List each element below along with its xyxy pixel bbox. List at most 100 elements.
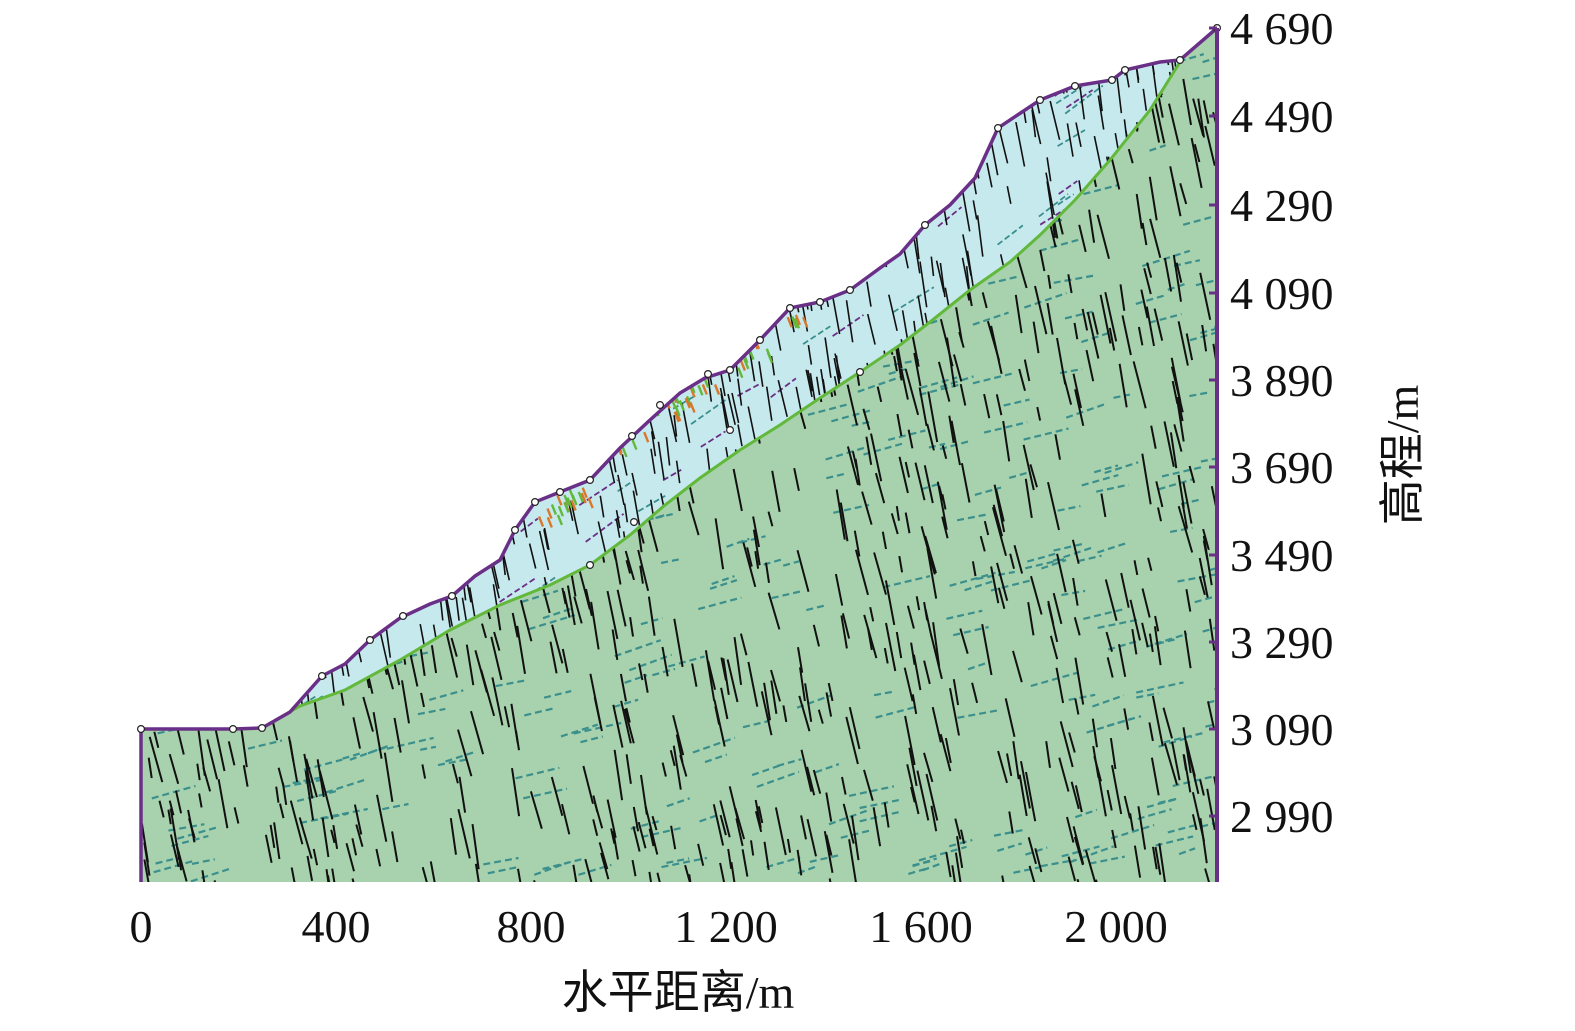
zone-fracture-line [829,246,835,268]
bedding-joint [494,188,540,206]
fracture-line [432,486,439,502]
zone-fracture-line [675,460,681,484]
fracture-line [343,174,353,202]
bedding-joint [990,579,1031,592]
fracture-line [148,736,164,783]
zone-fracture-line [369,278,375,306]
bedding-joint [702,204,735,213]
fracture-line [1108,327,1116,351]
fracture-line [530,247,538,270]
fracture-line [234,220,245,259]
bedding-joint [496,415,524,424]
fracture-line [885,82,894,114]
zone-fracture-line [548,137,556,175]
zone-fracture-line [650,230,654,249]
bedding-joint [533,390,582,404]
bedding-joint [1061,845,1100,858]
fracture-line [219,298,227,334]
zone-fracture-line [463,388,470,410]
zone-joint [299,571,338,601]
zone-fracture-line [859,92,865,118]
bedding-joint [489,351,512,362]
fracture-line [611,342,618,359]
bedding-joint [1149,144,1167,152]
fracture-line [1179,183,1188,205]
fracture-line [160,121,168,138]
bedding-joint [1216,779,1217,792]
fracture-line [1081,308,1089,331]
zone-fracture-line [623,203,630,231]
fracture-line [843,110,852,147]
fracture-line [173,297,182,322]
fracture-line [1135,193,1143,229]
fracture-line [399,89,406,109]
fracture-line [1121,315,1132,356]
zone-fracture-line [275,409,285,442]
zone-joint [520,517,539,533]
bedding-joint [1158,478,1194,491]
zone-joint [470,335,491,349]
fracture-line [845,716,859,765]
fracture-line [313,89,318,104]
zone-fracture-line [425,403,435,447]
zone-fracture-line [371,516,379,549]
zone-fracture-line [459,324,467,347]
bedding-joint [807,273,827,282]
zone-fracture-line [1042,33,1051,65]
bedding-joint [153,503,198,515]
bedding-joint [296,789,339,803]
bedding-joint [699,814,717,823]
zone-fracture-line [395,188,402,214]
fracture-line [666,62,672,89]
fracture-line [1199,779,1205,796]
zone-fracture-line [404,126,412,158]
zone-fracture-line [637,35,644,63]
bedding-joint [1039,238,1079,252]
zone-fracture-line [711,273,717,302]
bedding-joint [831,408,874,423]
zone-fracture-line [681,296,689,343]
fracture-line [960,463,971,503]
zone-fracture-line [631,112,638,144]
fracture-line [215,414,220,431]
fracture-line [197,694,206,720]
bedding-joint [653,214,687,229]
bedding-joint [642,336,663,346]
zone-fracture-line [289,453,296,470]
fracture-line [1141,453,1152,505]
fracture-line [141,823,149,863]
bedding-joint [166,191,198,203]
bedding-joint [714,163,733,170]
fracture-line [273,822,281,860]
zone-fracture-line [332,423,337,443]
zone-fracture-line [494,306,501,342]
bedding-joint [153,860,193,874]
zone-fracture-line [368,80,374,110]
fracture-line [992,504,1004,537]
vertex-marker [855,368,864,377]
fracture-line [143,859,155,882]
fracture-line [227,687,235,707]
fracture-line [466,250,475,277]
zone-fracture-line [1047,42,1055,76]
zone-fracture-line [343,549,350,583]
fracture-line [382,477,392,517]
fracture-line [1158,843,1167,882]
fracture-line [519,600,533,642]
fracture-line [1206,788,1216,831]
fracture-line [468,437,479,475]
zone-fracture-line [288,58,299,100]
zone-fracture-line [598,172,605,200]
bedding-joint [1207,694,1217,704]
zone-fracture-line [830,154,835,178]
fracture-line [191,449,201,479]
zone-fracture-line [651,375,659,404]
fracture-line [1008,811,1014,834]
zone-fracture-line [395,493,401,518]
zone-fracture-line [714,66,722,99]
zone-joint [265,566,288,580]
bedding-joint [491,324,530,338]
fracture-line [196,588,207,618]
zone-fracture-line [411,118,419,156]
fracture-line [699,333,706,360]
